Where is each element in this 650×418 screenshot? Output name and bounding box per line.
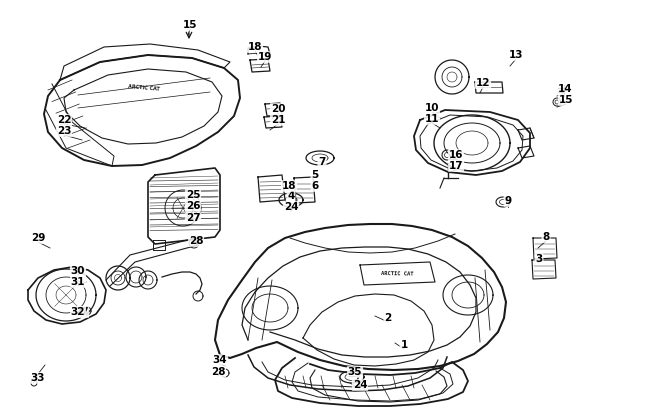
Text: 26: 26: [186, 201, 200, 211]
Text: 3: 3: [536, 254, 543, 264]
Text: 8: 8: [542, 232, 550, 242]
Text: 32: 32: [71, 307, 85, 317]
Text: 27: 27: [186, 213, 200, 223]
Text: 4: 4: [287, 191, 294, 201]
Text: 15: 15: [559, 95, 573, 105]
Text: 9: 9: [504, 196, 512, 206]
Text: 7: 7: [318, 157, 326, 167]
Text: 6: 6: [311, 181, 318, 191]
Text: 17: 17: [448, 161, 463, 171]
Text: 33: 33: [31, 373, 46, 383]
Text: 19: 19: [258, 52, 272, 62]
Text: 31: 31: [71, 277, 85, 287]
Text: 25: 25: [186, 190, 200, 200]
Text: 28: 28: [188, 236, 203, 246]
Text: 18: 18: [248, 42, 262, 52]
Text: 34: 34: [213, 355, 228, 365]
Text: 30: 30: [71, 266, 85, 276]
Text: 35: 35: [348, 367, 362, 377]
Text: 13: 13: [509, 50, 523, 60]
Text: 20: 20: [271, 104, 285, 114]
Text: 10: 10: [424, 103, 439, 113]
Text: 15: 15: [183, 20, 197, 30]
Text: 11: 11: [424, 114, 439, 124]
Text: 27: 27: [73, 307, 88, 317]
Text: 24: 24: [283, 202, 298, 212]
Text: 14: 14: [558, 84, 572, 94]
Text: ARCTIC CAT: ARCTIC CAT: [128, 84, 160, 92]
Text: 16: 16: [448, 150, 463, 160]
Text: 22: 22: [57, 115, 72, 125]
Text: 5: 5: [311, 170, 318, 180]
Text: 18: 18: [281, 181, 296, 191]
Text: 2: 2: [384, 313, 391, 323]
Text: 12: 12: [476, 78, 490, 88]
Text: 23: 23: [57, 126, 72, 136]
Text: 29: 29: [31, 233, 46, 243]
Text: 1: 1: [400, 340, 408, 350]
Text: ARCTIC CAT: ARCTIC CAT: [381, 271, 413, 277]
Text: 28: 28: [211, 367, 226, 377]
Text: 21: 21: [271, 115, 285, 125]
Text: 24: 24: [353, 380, 367, 390]
